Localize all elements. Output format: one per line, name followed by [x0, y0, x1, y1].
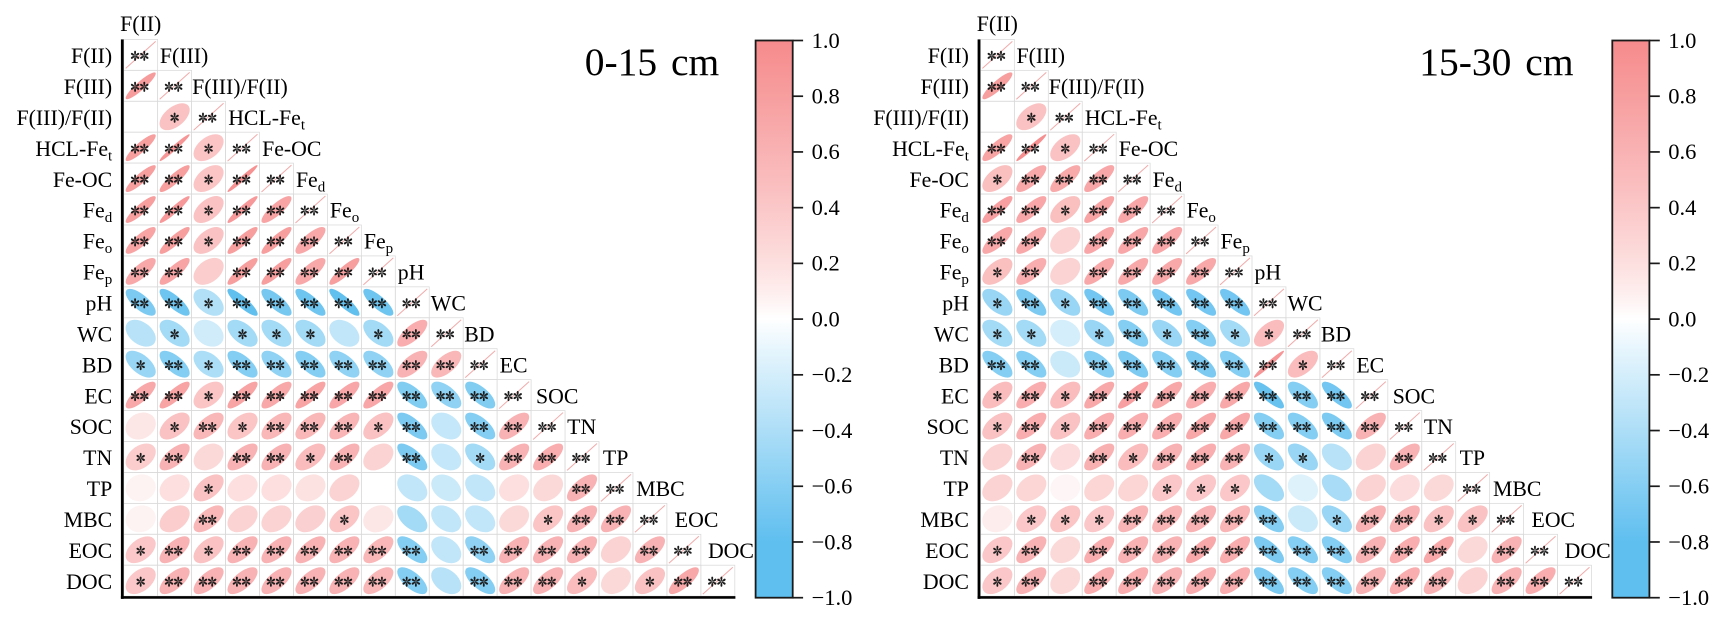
- svg-text:WC: WC: [934, 322, 969, 346]
- svg-text:0.0: 0.0: [1668, 306, 1696, 331]
- svg-text:DOC: DOC: [923, 570, 969, 594]
- svg-text:TN: TN: [567, 415, 596, 439]
- svg-text:DOC: DOC: [1565, 539, 1611, 563]
- svg-text:SOC: SOC: [70, 415, 112, 439]
- svg-text:0.2: 0.2: [1668, 251, 1696, 276]
- svg-text:F(III): F(III): [160, 44, 208, 68]
- svg-text:MBC: MBC: [636, 477, 684, 501]
- svg-text:F(III): F(III): [64, 75, 112, 99]
- svg-text:0.8: 0.8: [1668, 84, 1696, 109]
- svg-text:MBC: MBC: [920, 508, 968, 532]
- svg-text:0.4: 0.4: [1668, 195, 1696, 220]
- svg-text:MBC: MBC: [1493, 477, 1541, 501]
- svg-text:MBC: MBC: [64, 508, 112, 532]
- svg-text:0.6: 0.6: [1668, 139, 1696, 164]
- svg-text:−0.2: −0.2: [1668, 362, 1709, 387]
- svg-text:F(II): F(II): [928, 44, 969, 68]
- svg-text:F(III)/F(II): F(III)/F(II): [1049, 75, 1145, 99]
- svg-text:HCL-Fet: HCL-Fet: [228, 106, 306, 134]
- svg-text:Feo: Feo: [83, 230, 112, 258]
- svg-text:Fep: Fep: [940, 261, 969, 289]
- svg-text:F(III): F(III): [920, 75, 968, 99]
- svg-text:0.8: 0.8: [812, 84, 840, 109]
- svg-text:WC: WC: [1287, 292, 1322, 316]
- svg-text:0.6: 0.6: [812, 139, 840, 164]
- svg-text:EOC: EOC: [925, 539, 969, 563]
- svg-text:HCL-Fet: HCL-Fet: [35, 137, 113, 165]
- svg-text:−0.4: −0.4: [1668, 418, 1709, 443]
- svg-text:F(III)/F(II): F(III)/F(II): [17, 106, 113, 130]
- svg-text:EOC: EOC: [69, 539, 113, 563]
- svg-text:EOC: EOC: [1532, 508, 1576, 532]
- svg-text:EOC: EOC: [675, 508, 719, 532]
- svg-text:EC: EC: [500, 353, 528, 377]
- svg-text:WC: WC: [77, 322, 112, 346]
- svg-text:Fe-OC: Fe-OC: [1119, 137, 1178, 161]
- svg-text:1.0: 1.0: [1668, 28, 1696, 53]
- svg-text:−0.8: −0.8: [1668, 529, 1709, 554]
- svg-text:−1.0: −1.0: [1668, 585, 1709, 610]
- svg-text:pH: pH: [86, 292, 113, 316]
- svg-text:TP: TP: [1460, 446, 1485, 470]
- svg-text:Fe-OC: Fe-OC: [910, 168, 969, 192]
- svg-text:SOC: SOC: [926, 415, 968, 439]
- svg-text:BD: BD: [1321, 322, 1351, 346]
- svg-text:1.0: 1.0: [812, 28, 840, 53]
- svg-text:pH: pH: [942, 292, 969, 316]
- svg-text:F(III)/F(II): F(III)/F(II): [192, 75, 288, 99]
- svg-text:BD: BD: [939, 353, 969, 377]
- svg-text:BD: BD: [464, 322, 494, 346]
- svg-text:F(II): F(II): [120, 12, 161, 36]
- svg-text:TN: TN: [83, 446, 112, 470]
- svg-text:TP: TP: [87, 477, 112, 501]
- svg-text:−0.8: −0.8: [812, 529, 853, 554]
- svg-text:F(III): F(III): [1017, 44, 1065, 68]
- svg-text:−0.2: −0.2: [812, 362, 853, 387]
- svg-text:HCL-Fet: HCL-Fet: [1085, 106, 1163, 134]
- svg-text:−0.6: −0.6: [1668, 474, 1709, 499]
- svg-text:DOC: DOC: [66, 570, 112, 594]
- svg-text:EC: EC: [1356, 353, 1384, 377]
- svg-text:−0.4: −0.4: [812, 418, 853, 443]
- svg-text:pH: pH: [1255, 261, 1282, 285]
- svg-text:F(II): F(II): [977, 12, 1018, 36]
- svg-text:F(III)/F(II): F(III)/F(II): [873, 106, 969, 130]
- svg-text:DOC: DOC: [708, 539, 754, 563]
- svg-text:15-30 cm: 15-30 cm: [1419, 40, 1574, 84]
- svg-text:SOC: SOC: [1393, 384, 1435, 408]
- svg-text:BD: BD: [82, 353, 112, 377]
- svg-text:SOC: SOC: [536, 384, 578, 408]
- svg-text:TP: TP: [943, 477, 968, 501]
- svg-text:0.2: 0.2: [812, 251, 840, 276]
- svg-text:F(II): F(II): [71, 44, 112, 68]
- svg-text:TP: TP: [603, 446, 628, 470]
- svg-text:0-15 cm: 0-15 cm: [585, 40, 720, 84]
- svg-text:0.0: 0.0: [812, 306, 840, 331]
- svg-text:WC: WC: [431, 292, 466, 316]
- svg-text:EC: EC: [941, 384, 969, 408]
- svg-text:Fe-OC: Fe-OC: [53, 168, 112, 192]
- svg-text:pH: pH: [398, 261, 425, 285]
- svg-text:−0.6: −0.6: [812, 474, 853, 499]
- svg-text:TN: TN: [940, 446, 969, 470]
- svg-text:TN: TN: [1424, 415, 1453, 439]
- svg-text:−1.0: −1.0: [812, 585, 853, 610]
- svg-text:HCL-Fet: HCL-Fet: [892, 137, 970, 165]
- svg-text:0.4: 0.4: [812, 195, 840, 220]
- svg-text:Fe-OC: Fe-OC: [262, 137, 321, 161]
- svg-text:EC: EC: [84, 384, 112, 408]
